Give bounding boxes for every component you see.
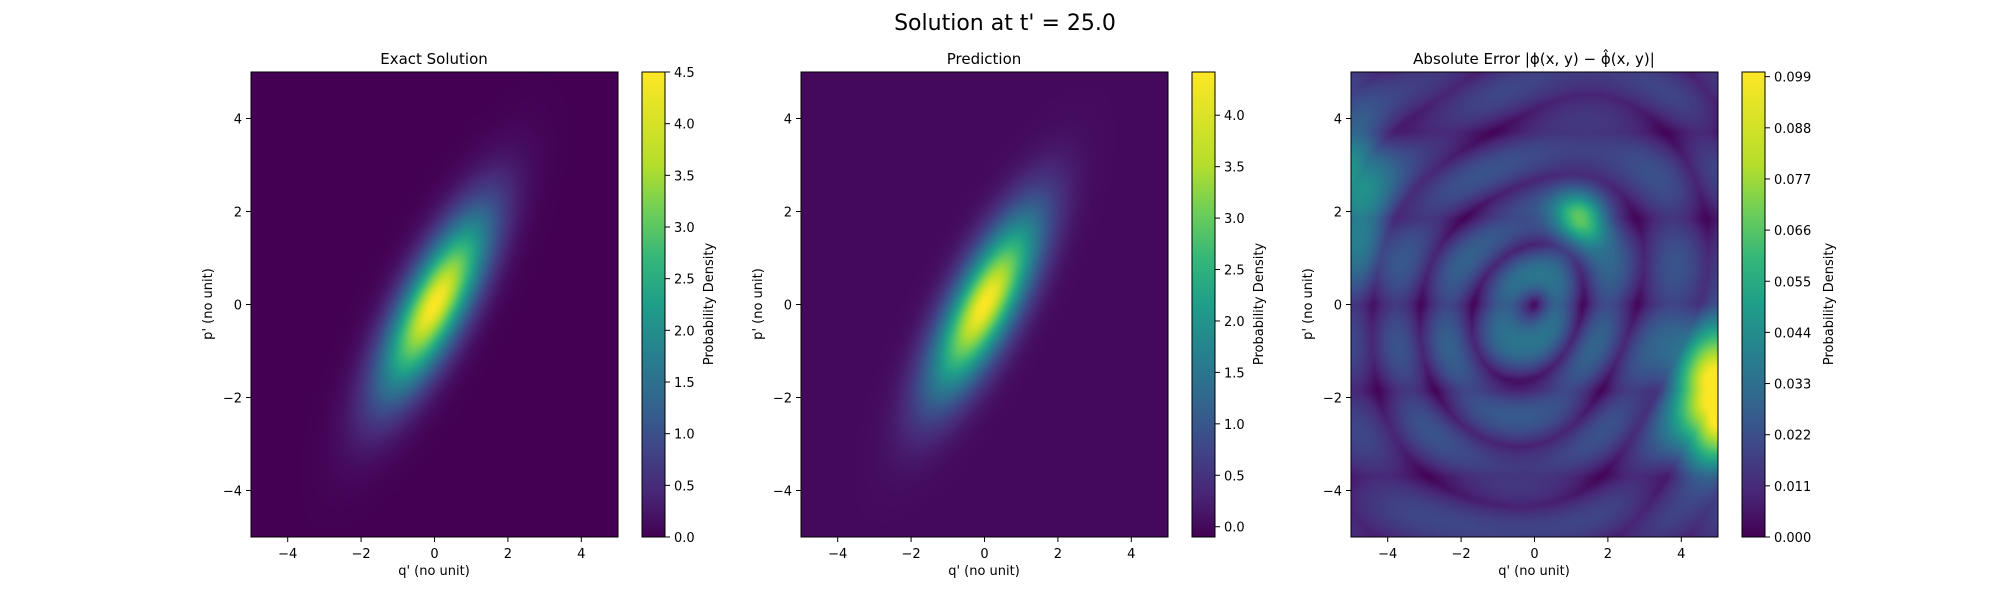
x-axis-label: q' (no unit) (1498, 564, 1570, 579)
colorbar-tick-label: 0.5 (1224, 469, 1245, 484)
y-tick-label: −2 (1323, 392, 1342, 407)
y-ticks: −4 −2 0 2 4 (773, 113, 801, 500)
x-tick-label: 0 (980, 547, 988, 562)
y-tick-label: 4 (234, 113, 242, 128)
colorbar-tick-label: 2.0 (674, 324, 695, 339)
x-axis-label: q' (no unit) (398, 564, 470, 579)
x-tick-label: 4 (577, 547, 585, 562)
y-axis-label: p' (no unit) (751, 268, 766, 340)
colorbar (1191, 71, 1216, 538)
y-tick-label: 2 (1334, 206, 1342, 221)
panel-title: Prediction (947, 50, 1022, 68)
colorbar-tick-label: 2.5 (674, 273, 695, 288)
x-tick-label: 2 (1604, 547, 1612, 562)
colorbar-tick-label: 4.0 (674, 118, 695, 133)
y-ticks: −4 −2 0 2 4 (223, 113, 251, 500)
x-tick-label: −2 (902, 547, 921, 562)
colorbar-tick-label: 1.5 (674, 376, 695, 391)
colorbar-tick-label: 0.088 (1774, 122, 1811, 137)
x-tick-label: 2 (1054, 547, 1062, 562)
y-tick-label: −2 (223, 392, 242, 407)
colorbar-tick-label: 0.066 (1774, 224, 1811, 239)
panel-absolute-error: Absolute Error |ϕ(x, y) − ϕ̂(x, y)| −4 −2… (1301, 48, 1837, 579)
colorbar-tick-label: 3.5 (674, 169, 695, 184)
heatmap-image (1351, 72, 1718, 537)
panel-title: Absolute Error |ϕ(x, y) − ϕ̂(x, y)| (1413, 48, 1655, 68)
y-ticks: −4 −2 0 2 4 (1323, 113, 1351, 500)
colorbar-tick-label: 0.000 (1774, 531, 1811, 546)
x-axis-label: q' (no unit) (948, 564, 1020, 579)
y-tick-label: −2 (773, 392, 792, 407)
x-ticks: −4 −2 0 2 4 (278, 537, 585, 562)
panel-exact: Exact Solution −4 −2 0 2 4 −4 −2 0 2 4 q' (no un… (201, 50, 717, 579)
y-tick-label: 2 (784, 206, 792, 221)
heatmap-image (801, 72, 1168, 537)
colorbar-tick-label: 1.0 (674, 428, 695, 443)
colorbar-tick-label: 0.055 (1774, 275, 1811, 290)
y-tick-label: 4 (1334, 113, 1342, 128)
x-tick-label: −2 (352, 547, 371, 562)
x-tick-label: 0 (1530, 547, 1538, 562)
y-tick-label: 4 (784, 113, 792, 128)
colorbar-tick-label: 3.0 (674, 221, 695, 236)
colorbar-label: Probability Density (1822, 243, 1837, 366)
colorbar (641, 71, 666, 538)
colorbar-label: Probability Density (702, 243, 717, 366)
x-tick-label: 4 (1127, 547, 1135, 562)
colorbar-ticks: 0.0 0.5 1.0 1.5 2.0 2.5 3.0 3.5 4.0 (1215, 109, 1245, 536)
colorbar-tick-label: 0.044 (1774, 326, 1811, 341)
y-tick-label: 0 (234, 299, 242, 314)
colorbar-tick-label: 3.0 (1224, 212, 1245, 227)
x-tick-label: −4 (828, 547, 847, 562)
y-tick-label: −4 (773, 485, 792, 500)
x-tick-label: 0 (430, 547, 438, 562)
x-tick-label: 2 (504, 547, 512, 562)
y-axis-label: p' (no unit) (201, 268, 216, 340)
colorbar-ticks: 0.000 0.011 0.022 0.033 0.044 0.055 0.066 0.077… (1765, 71, 1811, 546)
colorbar (1741, 71, 1766, 538)
x-tick-label: −4 (1378, 547, 1397, 562)
colorbar-tick-label: 2.0 (1224, 315, 1245, 330)
colorbar-tick-label: 0.0 (674, 531, 695, 546)
colorbar-tick-label: 0.0 (1224, 521, 1245, 536)
colorbar-tick-label: 0.5 (674, 479, 695, 494)
colorbar-tick-label: 0.077 (1774, 173, 1811, 188)
colorbar-tick-label: 0.011 (1774, 480, 1811, 495)
x-ticks: −4 −2 0 2 4 (828, 537, 1135, 562)
y-axis-label: p' (no unit) (1301, 268, 1316, 340)
y-tick-label: 0 (784, 299, 792, 314)
colorbar-tick-label: 0.022 (1774, 429, 1811, 444)
colorbar-tick-label: 0.099 (1774, 71, 1811, 86)
heatmap-image (251, 72, 618, 537)
colorbar-tick-label: 2.5 (1224, 264, 1245, 279)
y-tick-label: −4 (223, 485, 242, 500)
x-tick-label: −4 (278, 547, 297, 562)
panel-title: Exact Solution (380, 50, 488, 68)
x-tick-label: 4 (1677, 547, 1685, 562)
colorbar-tick-label: 1.5 (1224, 366, 1245, 381)
colorbar-ticks: 0.0 0.5 1.0 1.5 2.0 2.5 3.0 3.5 4.0 4.5 (665, 66, 695, 546)
x-ticks: −4 −2 0 2 4 (1378, 537, 1685, 562)
y-tick-label: 0 (1334, 299, 1342, 314)
colorbar-tick-label: 4.0 (1224, 109, 1245, 124)
y-tick-label: 2 (234, 206, 242, 221)
y-tick-label: −4 (1323, 485, 1342, 500)
colorbar-tick-label: 3.5 (1224, 161, 1245, 176)
colorbar-tick-label: 0.033 (1774, 378, 1811, 393)
x-tick-label: −2 (1452, 547, 1471, 562)
colorbar-label: Probability Density (1252, 243, 1267, 366)
colorbar-tick-label: 4.5 (674, 66, 695, 81)
colorbar-tick-label: 1.0 (1224, 418, 1245, 433)
figure-title: Solution at t' = 25.0 (894, 11, 1116, 36)
